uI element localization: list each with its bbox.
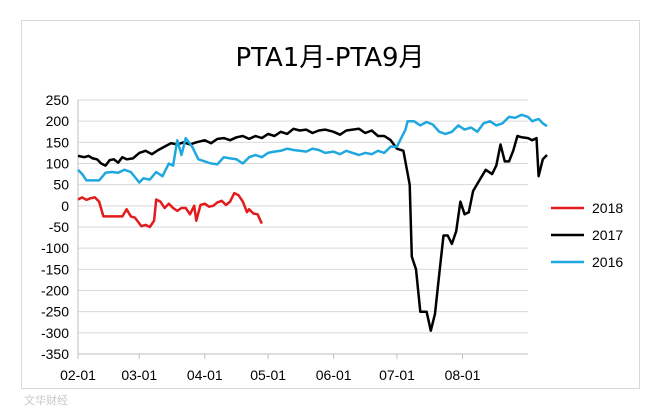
y-tick-label: -250 (41, 304, 69, 320)
y-tick-label: -200 (41, 283, 69, 299)
x-tick-label: 05-01 (250, 367, 286, 383)
axes (77, 100, 528, 355)
series-line-2017 (77, 127, 548, 332)
x-tick-label: 08-01 (445, 367, 481, 383)
series-lines (77, 113, 548, 332)
y-tick-label: 200 (46, 113, 70, 129)
x-tick-label: 02-01 (60, 367, 96, 383)
x-tick-label: 06-01 (316, 367, 352, 383)
series-line-2018 (77, 191, 263, 229)
y-tick-label: 150 (46, 134, 70, 150)
legend-label-2017: 2017 (592, 227, 623, 243)
x-tick-label: 07-01 (379, 367, 415, 383)
y-tick-label: -300 (41, 325, 69, 341)
y-tick-label: 250 (46, 92, 70, 108)
y-axis-ticks: 250 200 150 100 50 0 -50 -100 -150 -200 -250 -300 -3… (41, 92, 69, 362)
x-tick-label: 03-01 (121, 367, 157, 383)
y-tick-label: 50 (53, 177, 69, 193)
grid-lines (78, 99, 528, 355)
y-tick-label: -350 (41, 346, 69, 362)
y-tick-label: 0 (61, 198, 69, 214)
y-tick-label: -50 (49, 219, 69, 235)
legend: 2018 2017 2016 (551, 200, 623, 270)
x-axis-ticks: 02-01 03-01 04-01 05-01 06-01 07-01 08-01 (60, 354, 481, 383)
x-tick-label: 04-01 (187, 367, 223, 383)
y-tick-label: 100 (46, 156, 70, 172)
legend-label-2016: 2016 (592, 254, 623, 270)
watermark-text: 文华财经 (24, 393, 68, 407)
chart-title: PTA1月-PTA9月 (235, 43, 424, 73)
y-tick-label: -150 (41, 261, 69, 277)
chart-frame (21, 20, 640, 389)
legend-label-2018: 2018 (592, 200, 623, 216)
series-line-2016 (77, 113, 548, 184)
y-tick-label: -100 (41, 240, 69, 256)
